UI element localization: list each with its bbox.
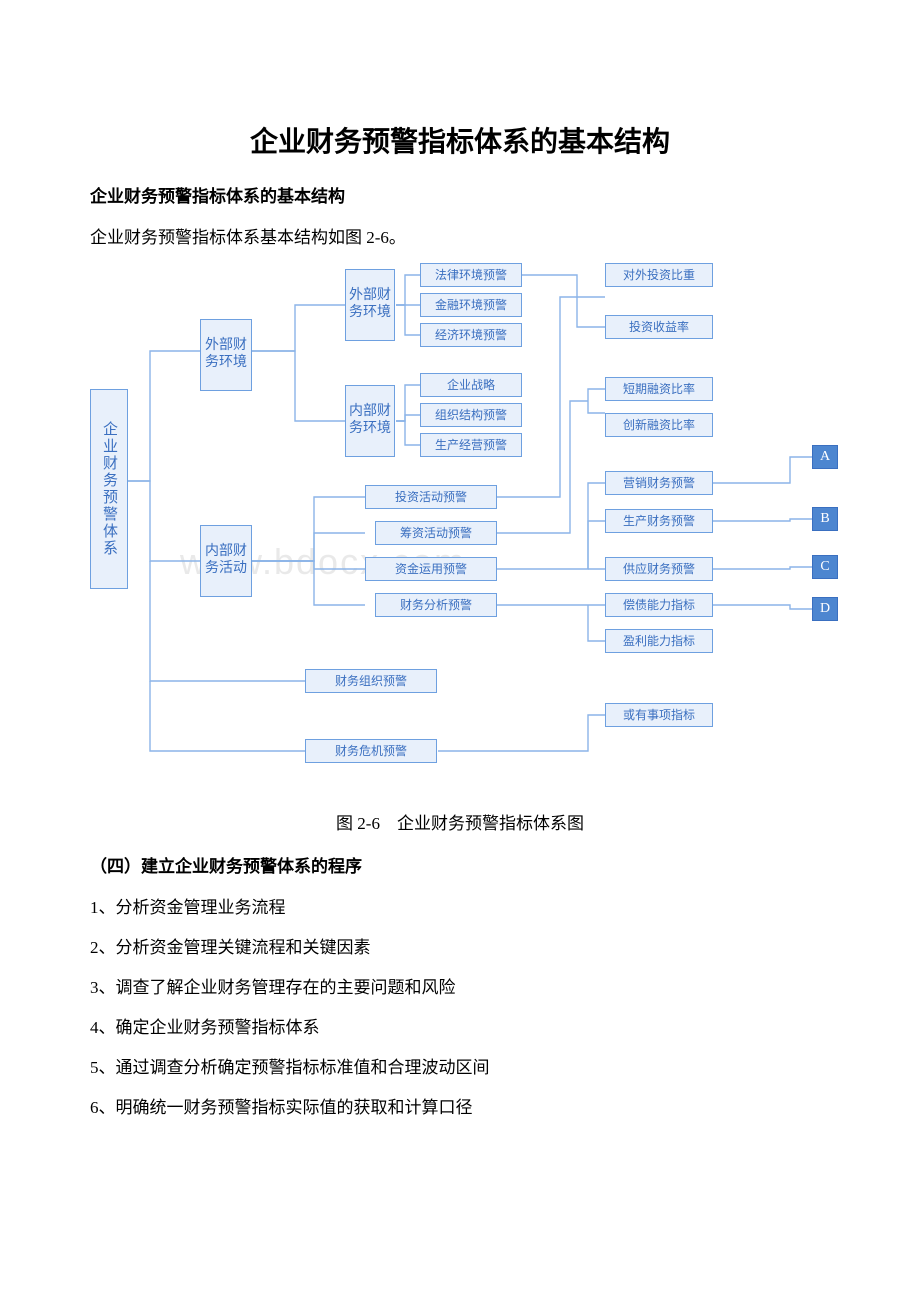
node-act2: 筹资活动预警 [375, 521, 497, 545]
node-r2: 投资收益率 [605, 315, 713, 339]
document-page: 企业财务预警指标体系的基本结构 企业财务预警指标体系的基本结构 企业财务预警指标… [0, 0, 920, 1191]
node-root: 企业财务预警体系 [90, 389, 128, 589]
node-r10: 或有事项指标 [605, 703, 713, 727]
node-r4: 创新融资比率 [605, 413, 713, 437]
step-1: 1、分析资金管理业务流程 [90, 891, 830, 925]
node-int2: 组织结构预警 [420, 403, 522, 427]
node-act1: 投资活动预警 [365, 485, 497, 509]
doc-title: 企业财务预警指标体系的基本结构 [90, 120, 830, 160]
step-5: 5、通过调查分析确定预警指标标准值和合理波动区间 [90, 1051, 830, 1085]
node-ext-env: 外部财务环境 [345, 269, 395, 341]
node-tagB: B [812, 507, 838, 531]
step-2: 2、分析资金管理关键流程和关键因素 [90, 931, 830, 965]
node-r8: 偿债能力指标 [605, 593, 713, 617]
node-org: 财务组织预警 [305, 669, 437, 693]
node-tagA: A [812, 445, 838, 469]
node-r9: 盈利能力指标 [605, 629, 713, 653]
section4-head: （四）建立企业财务预警体系的程序 [90, 852, 830, 877]
org-diagram: www.bdocx.com [90, 261, 850, 781]
node-ext3: 经济环境预警 [420, 323, 522, 347]
node-act3: 资金运用预警 [365, 557, 497, 581]
node-act4: 财务分析预警 [375, 593, 497, 617]
node-int-env: 内部财务环境 [345, 385, 395, 457]
node-r3: 短期融资比率 [605, 377, 713, 401]
node-int1: 企业战略 [420, 373, 522, 397]
node-r5: 营销财务预警 [605, 471, 713, 495]
step-6: 6、明确统一财务预警指标实际值的获取和计算口径 [90, 1091, 830, 1125]
node-tagC: C [812, 555, 838, 579]
node-r7: 供应财务预警 [605, 557, 713, 581]
doc-subtitle: 企业财务预警指标体系的基本结构 [90, 182, 830, 207]
node-int3: 生产经营预警 [420, 433, 522, 457]
node-level2b: 内部财务活动 [200, 525, 252, 597]
node-ext2: 金融环境预警 [420, 293, 522, 317]
node-tagD: D [812, 597, 838, 621]
intro-text: 企业财务预警指标体系基本结构如图 2-6。 [90, 221, 830, 255]
node-ext1: 法律环境预警 [420, 263, 522, 287]
node-r1: 对外投资比重 [605, 263, 713, 287]
diagram-caption: 图 2-6 企业财务预警指标体系图 [90, 809, 830, 834]
step-3: 3、调查了解企业财务管理存在的主要问题和风险 [90, 971, 830, 1005]
node-r6: 生产财务预警 [605, 509, 713, 533]
node-level2a: 外部财务环境 [200, 319, 252, 391]
node-crisis: 财务危机预警 [305, 739, 437, 763]
step-4: 4、确定企业财务预警指标体系 [90, 1011, 830, 1045]
